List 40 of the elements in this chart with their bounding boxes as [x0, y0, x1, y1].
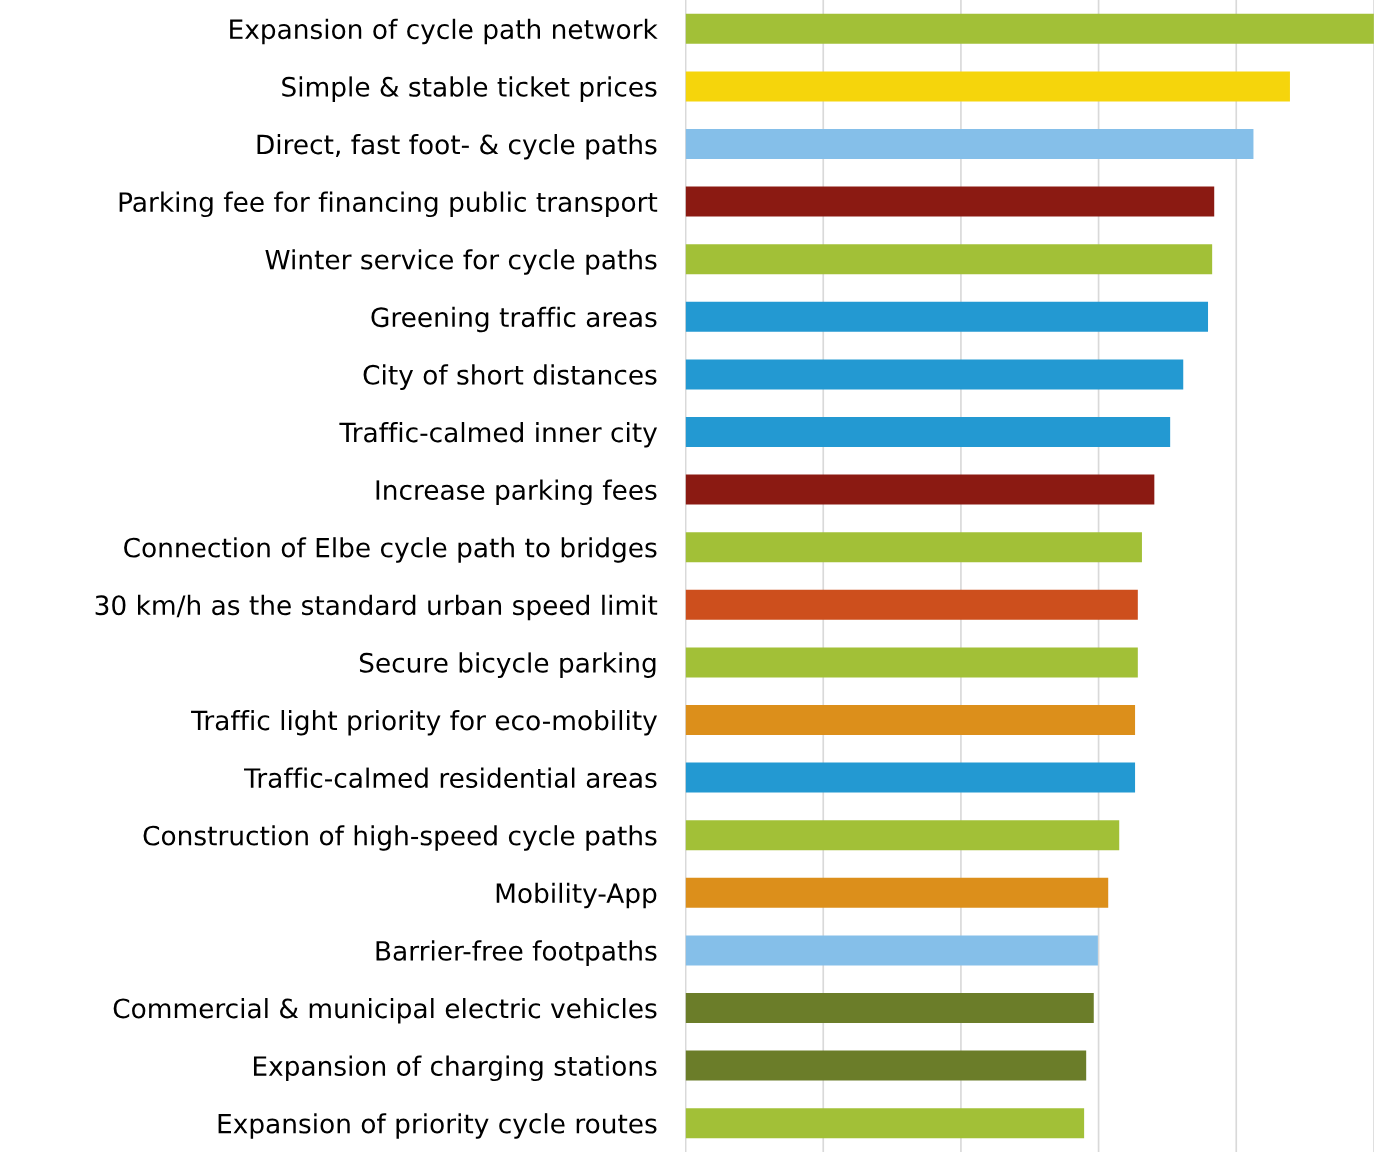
bar — [685, 71, 1290, 102]
bar — [685, 762, 1136, 793]
bar — [685, 186, 1215, 217]
bar — [685, 1050, 1087, 1081]
y-tick-label: Secure bicycle parking — [359, 652, 656, 678]
y-tick-label: Traffic-calmed inner city — [339, 421, 658, 448]
y-tick-label: Commercial & municipal electric vehicles — [113, 997, 657, 1024]
y-tick-label: Parking fee for financing public transport — [119, 191, 658, 218]
bar — [685, 647, 1138, 678]
bar — [685, 993, 1094, 1023]
y-tick-label: Expansion of priority cycle routes — [218, 1113, 657, 1139]
bar — [685, 532, 1142, 563]
bar — [685, 474, 1155, 505]
y-tick-label: Traffic-calmed residential areas — [244, 767, 657, 788]
y-tick-label: 30 km/h as the standard urban speed limit — [95, 594, 658, 621]
bar — [685, 417, 1171, 447]
bar — [685, 301, 1209, 332]
bar — [685, 589, 1138, 620]
y-tick-label: Expansion of charging stations — [253, 1055, 657, 1082]
y-tick-label: Construction of high-speed cycle paths — [143, 825, 657, 851]
y-tick-label: Connection of Elbe cycle path to bridges — [124, 537, 657, 563]
y-tick-label: Traffic light priority for eco-mobility — [191, 709, 658, 736]
bar — [685, 820, 1120, 851]
y-tick-label: Direct, fast foot- & cycle paths — [257, 133, 657, 160]
bar — [685, 1108, 1085, 1139]
y-tick-label: Winter service for cycle paths — [265, 249, 657, 275]
bar — [685, 129, 1254, 159]
y-tick-label: Increase parking fees — [376, 479, 657, 506]
y-tick-label: Greening traffic areas — [371, 306, 657, 333]
bar — [685, 705, 1136, 735]
y-tick-label: Expansion of cycle path network — [230, 18, 658, 45]
bar — [685, 13, 1374, 44]
bar — [685, 244, 1213, 275]
y-tick-label: City of short distances — [363, 364, 657, 390]
y-tick-label: Simple & stable ticket prices — [282, 76, 657, 102]
y-tick-label: Mobility-App — [496, 882, 657, 909]
bar — [685, 935, 1098, 966]
bar — [685, 359, 1184, 390]
y-tick-label: Barrier-free footpaths — [376, 940, 657, 966]
bar — [685, 877, 1109, 908]
